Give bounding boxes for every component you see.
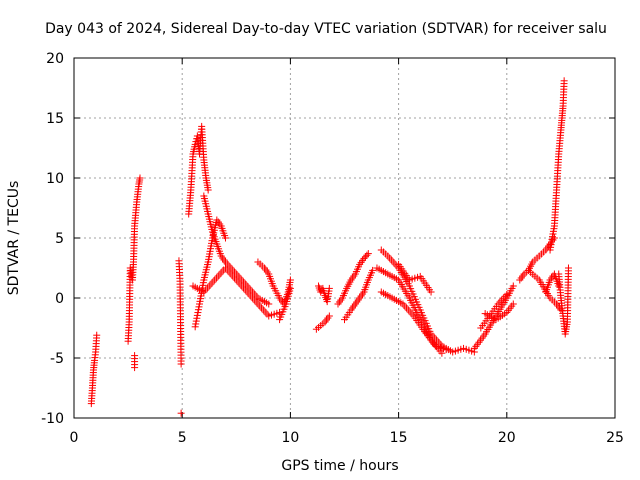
x-tick-label: 20 (498, 430, 516, 446)
data-point (195, 303, 203, 311)
data-point (555, 282, 563, 290)
data-point (194, 309, 202, 317)
data-point (193, 314, 201, 322)
x-tick-label: 25 (606, 430, 624, 446)
y-tick-label: 5 (55, 231, 64, 247)
data-point (194, 306, 202, 314)
x-tick-label: 5 (178, 430, 187, 446)
data-point (221, 234, 229, 242)
data-point (560, 77, 568, 85)
x-tick-label: 10 (281, 430, 299, 446)
data-point (192, 317, 200, 325)
y-tick-label: 0 (55, 291, 64, 307)
data-point (325, 284, 333, 292)
data-point (317, 288, 325, 296)
y-tick-label: -10 (41, 411, 64, 427)
x-tick-label: 15 (390, 430, 408, 446)
data-point (191, 323, 199, 331)
data-point (265, 300, 273, 308)
data-point (177, 360, 185, 368)
data-point (503, 290, 511, 298)
chart-title: Day 043 of 2024, Sidereal Day-to-day VTE… (45, 21, 607, 37)
y-axis-label: SDTVAR / TECUs (6, 181, 22, 296)
x-axis-label: GPS time / hours (281, 458, 398, 474)
data-point (369, 266, 377, 274)
data-point (325, 312, 333, 320)
y-tick-label: 10 (46, 171, 64, 187)
data-point (286, 284, 294, 292)
axis-ticks: 0 5 10 15 20 25 -10 -5 0 5 10 15 20 (41, 51, 624, 446)
data-point (509, 282, 517, 290)
data-point (136, 174, 144, 182)
data-point (509, 300, 517, 308)
data-point (363, 251, 371, 259)
data-point (564, 264, 572, 272)
data-point (177, 409, 185, 417)
data-point (192, 320, 200, 328)
data-point (442, 346, 450, 354)
data-point (438, 349, 446, 357)
grid-lines (74, 58, 615, 418)
data-point (286, 276, 294, 284)
data-points (87, 77, 572, 417)
data-point (364, 250, 372, 258)
y-tick-label: 15 (46, 111, 64, 127)
data-point (131, 364, 139, 372)
data-point (501, 292, 509, 300)
data-point (193, 311, 201, 319)
data-point (427, 288, 435, 296)
data-point (93, 331, 101, 339)
x-tick-label: 0 (70, 430, 79, 446)
data-point (204, 186, 212, 194)
data-point (361, 253, 369, 261)
data-point (360, 254, 368, 262)
y-tick-label: 20 (46, 51, 64, 67)
y-tick-label: -5 (50, 351, 64, 367)
